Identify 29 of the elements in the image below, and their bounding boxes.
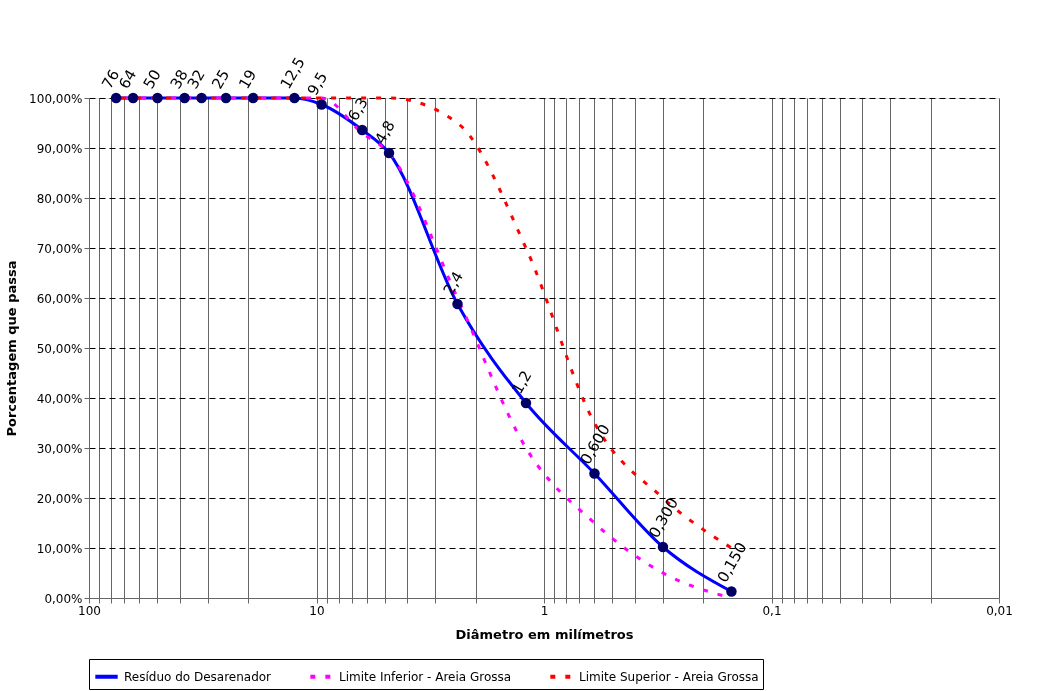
y-tick-label: 0,00% bbox=[44, 591, 83, 606]
x-tick-label: 100 bbox=[78, 603, 101, 618]
annotation: 50 bbox=[139, 66, 165, 93]
x-tick-label: 0,01 bbox=[986, 603, 1013, 618]
y-tick-label: 70,00% bbox=[36, 241, 83, 256]
annotation: 19 bbox=[235, 66, 261, 93]
y-tick-label: 50,00% bbox=[36, 341, 83, 356]
y-tick-label: 60,00% bbox=[36, 291, 83, 306]
annotation: 4,8 bbox=[371, 117, 399, 148]
annotation: 6,3 bbox=[344, 94, 372, 125]
annotation: 9,5 bbox=[303, 68, 332, 99]
y-tick-label: 10,00% bbox=[36, 541, 83, 556]
annotation: 2,4 bbox=[439, 268, 468, 299]
x-tick-label: 0,1 bbox=[762, 603, 782, 618]
legend-label: Limite Superior - Areia Grossa bbox=[579, 669, 759, 684]
x-axis-title: Diâmetro em milímetros bbox=[455, 626, 634, 642]
y-tick-label: 40,00% bbox=[36, 391, 83, 406]
legend-label: Limite Inferior - Areia Grossa bbox=[339, 669, 512, 684]
y-tick-label: 30,00% bbox=[36, 441, 83, 456]
annotation: 25 bbox=[208, 66, 234, 93]
x-tick-label: 1 bbox=[540, 603, 549, 618]
y-tick-label: 100,00% bbox=[29, 91, 83, 106]
y-tick-label: 20,00% bbox=[36, 491, 83, 506]
annotation: 1,2 bbox=[508, 367, 536, 398]
legend-label: Resíduo do Desarenador bbox=[124, 669, 272, 684]
y-tick-label: 90,00% bbox=[36, 141, 83, 156]
y-tick-label: 80,00% bbox=[36, 191, 83, 206]
y-axis-title: Porcentagem que passa bbox=[4, 260, 20, 437]
x-tick-label: 10 bbox=[309, 603, 325, 618]
